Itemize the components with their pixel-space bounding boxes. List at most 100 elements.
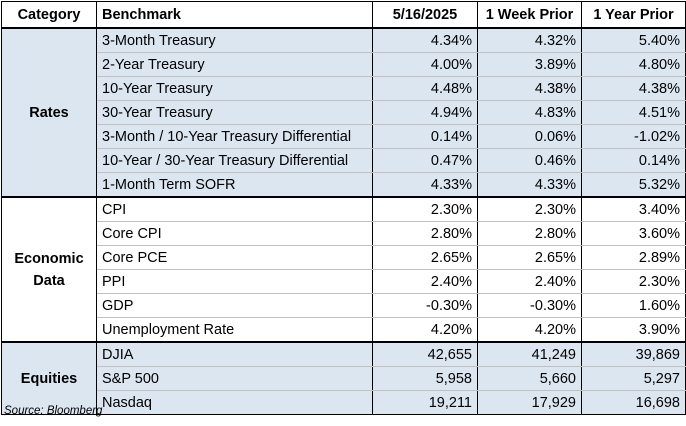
benchmark-cell: Nasdaq — [96, 390, 373, 415]
value-week-prior-cell: 5,660 — [477, 366, 582, 391]
value-current-cell: -0.30% — [372, 293, 478, 318]
value-year-prior-cell: -1.02% — [581, 124, 686, 149]
value-week-prior-cell: 2.65% — [477, 245, 582, 270]
benchmark-cell: Unemployment Rate — [96, 317, 373, 343]
table-header: Category Benchmark 5/16/2025 1 Week Prio… — [1, 1, 686, 29]
table-row: Economic Data CPI 2.30% 2.30% 3.40% — [1, 197, 686, 343]
category-cell: Rates — [1, 28, 97, 198]
value-current-cell: 4.34% — [372, 28, 478, 53]
benchmark-cell: DJIA — [96, 342, 373, 367]
header-week-prior: 1 Week Prior — [477, 1, 582, 29]
table-row: 2-Year Treasury 4.00% 3.89% 4.80% — [2, 52, 686, 77]
header-category: Category — [1, 1, 97, 29]
value-week-prior-cell: 4.38% — [477, 76, 582, 101]
benchmark-cell: GDP — [96, 293, 373, 318]
value-week-prior-cell: 2.40% — [477, 269, 582, 294]
header-year-prior: 1 Year Prior — [581, 1, 686, 29]
benchmark-cell: Core PCE — [96, 245, 373, 270]
value-current-cell: 0.47% — [372, 148, 478, 173]
category-group: Equities DJIA 42,655 41,249 39,869 S&P 500 5,9… — [1, 342, 686, 415]
value-year-prior-cell: 2.30% — [581, 269, 686, 294]
value-week-prior-cell: 4.33% — [477, 172, 582, 198]
value-year-prior-cell: 0.14% — [581, 148, 686, 173]
value-week-prior-cell: 4.83% — [477, 100, 582, 125]
value-current-cell: 4.94% — [372, 100, 478, 125]
table-row: 1-Month Term SOFR 4.33% 4.33% 5.32% — [2, 172, 686, 198]
table-row: Nasdaq 19,211 17,929 16,698 — [2, 390, 686, 415]
value-year-prior-cell: 5.40% — [581, 28, 686, 53]
table-row: GDP -0.30% -0.30% 1.60% — [2, 293, 686, 318]
value-year-prior-cell: 4.51% — [581, 100, 686, 125]
table-row: 3-Month / 10-Year Treasury Differential 0… — [2, 124, 686, 149]
value-year-prior-cell: 3.90% — [581, 317, 686, 343]
benchmark-cell: 30-Year Treasury — [96, 100, 373, 125]
header-current-date: 5/16/2025 — [372, 1, 478, 29]
benchmark-cell: CPI — [96, 197, 373, 222]
table-row: Equities DJIA 42,655 41,249 39,869 — [1, 342, 686, 415]
value-current-cell: 2.65% — [372, 245, 478, 270]
value-current-cell: 5,958 — [372, 366, 478, 391]
table-row: 10-Year Treasury 4.48% 4.38% 4.38% — [2, 76, 686, 101]
category-group: Economic Data CPI 2.30% 2.30% 3.40% Core CPI 2.… — [1, 197, 686, 343]
value-current-cell: 2.80% — [372, 221, 478, 246]
benchmark-table: Category Benchmark 5/16/2025 1 Week Prio… — [1, 1, 686, 415]
value-year-prior-cell: 2.89% — [581, 245, 686, 270]
value-current-cell: 4.20% — [372, 317, 478, 343]
value-current-cell: 4.00% — [372, 52, 478, 77]
category-group: Rates 3-Month Treasury 4.34% 4.32% 5.40% 2-Ye… — [1, 28, 686, 198]
value-current-cell: 2.30% — [372, 197, 478, 222]
value-year-prior-cell: 5,297 — [581, 366, 686, 391]
value-current-cell: 2.40% — [372, 269, 478, 294]
benchmark-cell: 10-Year / 30-Year Treasury Differential — [96, 148, 373, 173]
benchmark-cell: 3-Month Treasury — [96, 28, 373, 53]
value-week-prior-cell: 3.89% — [477, 52, 582, 77]
benchmark-cell: PPI — [96, 269, 373, 294]
table-row: Rates 3-Month Treasury 4.34% 4.32% 5.40% — [1, 28, 686, 198]
value-week-prior-cell: 2.30% — [477, 197, 582, 222]
value-week-prior-cell: 4.20% — [477, 317, 582, 343]
value-year-prior-cell: 39,869 — [581, 342, 686, 367]
value-current-cell: 4.33% — [372, 172, 478, 198]
category-label: Equities — [20, 370, 78, 387]
value-week-prior-cell: 41,249 — [477, 342, 582, 367]
table-row: Core CPI 2.80% 2.80% 3.60% — [2, 221, 686, 246]
value-week-prior-cell: 2.80% — [477, 221, 582, 246]
category-cell: Economic Data — [1, 197, 97, 343]
value-current-cell: 0.14% — [372, 124, 478, 149]
benchmark-cell: 10-Year Treasury — [96, 76, 373, 101]
category-cell: Equities — [1, 342, 97, 415]
value-week-prior-cell: 0.46% — [477, 148, 582, 173]
category-label: Rates — [29, 104, 69, 121]
value-week-prior-cell: 0.06% — [477, 124, 582, 149]
value-year-prior-cell: 3.60% — [581, 221, 686, 246]
value-week-prior-cell: 4.32% — [477, 28, 582, 53]
value-current-cell: 4.48% — [372, 76, 478, 101]
header-row: Category Benchmark 5/16/2025 1 Week Prio… — [1, 1, 686, 29]
value-year-prior-cell: 5.32% — [581, 172, 686, 198]
value-week-prior-cell: -0.30% — [477, 293, 582, 318]
benchmark-cell: 2-Year Treasury — [96, 52, 373, 77]
source-note: Source: Bloomberg — [4, 405, 103, 417]
table-row: 30-Year Treasury 4.94% 4.83% 4.51% — [2, 100, 686, 125]
value-year-prior-cell: 4.38% — [581, 76, 686, 101]
value-year-prior-cell: 4.80% — [581, 52, 686, 77]
header-benchmark: Benchmark — [96, 1, 373, 29]
value-year-prior-cell: 16,698 — [581, 390, 686, 415]
table-row: PPI 2.40% 2.40% 2.30% — [2, 269, 686, 294]
value-week-prior-cell: 17,929 — [477, 390, 582, 415]
value-current-cell: 42,655 — [372, 342, 478, 367]
value-year-prior-cell: 1.60% — [581, 293, 686, 318]
value-year-prior-cell: 3.40% — [581, 197, 686, 222]
benchmark-cell: 3-Month / 10-Year Treasury Differential — [96, 124, 373, 149]
value-current-cell: 19,211 — [372, 390, 478, 415]
table-row: 10-Year / 30-Year Treasury Differential 0… — [2, 148, 686, 173]
table-row: Core PCE 2.65% 2.65% 2.89% — [2, 245, 686, 270]
benchmark-cell: 1-Month Term SOFR — [96, 172, 373, 198]
category-label: Data — [33, 272, 65, 289]
category-label: Economic — [14, 250, 84, 267]
table-row: S&P 500 5,958 5,660 5,297 — [2, 366, 686, 391]
table-row: Unemployment Rate 4.20% 4.20% 3.90% — [2, 317, 686, 343]
benchmark-cell: S&P 500 — [96, 366, 373, 391]
benchmark-cell: Core CPI — [96, 221, 373, 246]
